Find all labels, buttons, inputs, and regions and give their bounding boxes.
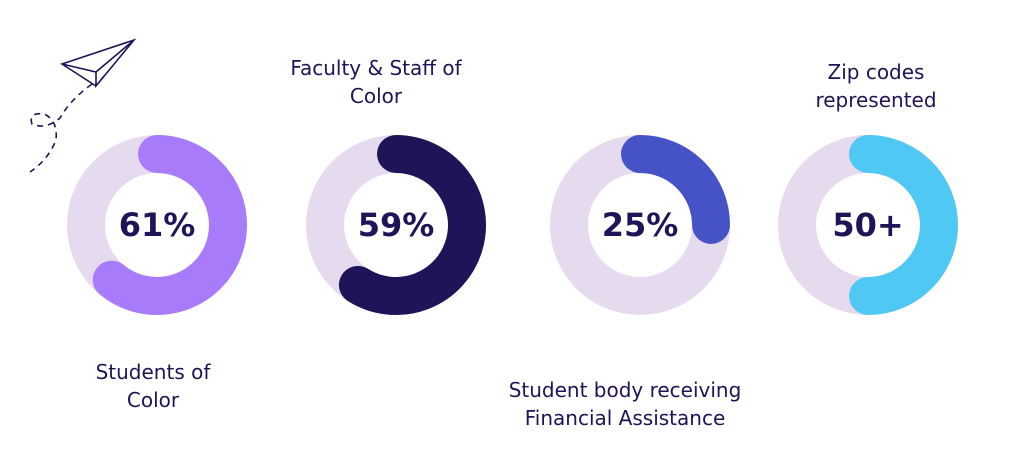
value-label: 50+: [832, 206, 903, 244]
paper-plane-doodle: [29, 38, 137, 173]
paper-plane: [60, 38, 137, 89]
donut-arc: [338, 135, 486, 315]
dashed-trail: [29, 83, 93, 173]
chart-title: Faculty & Staff of Color: [290, 56, 462, 108]
value-label: 25%: [602, 206, 679, 244]
chart-title: Zip codes represented: [815, 60, 937, 112]
value-label: 61%: [119, 206, 196, 244]
donut-arc: [849, 135, 958, 315]
donut-arc: [92, 135, 247, 315]
donut-arc: [621, 135, 730, 244]
value-label: 59%: [358, 206, 435, 244]
chart-title: Student body receiving Financial Assista…: [508, 378, 742, 430]
chart-title: Students of Color: [95, 360, 211, 412]
